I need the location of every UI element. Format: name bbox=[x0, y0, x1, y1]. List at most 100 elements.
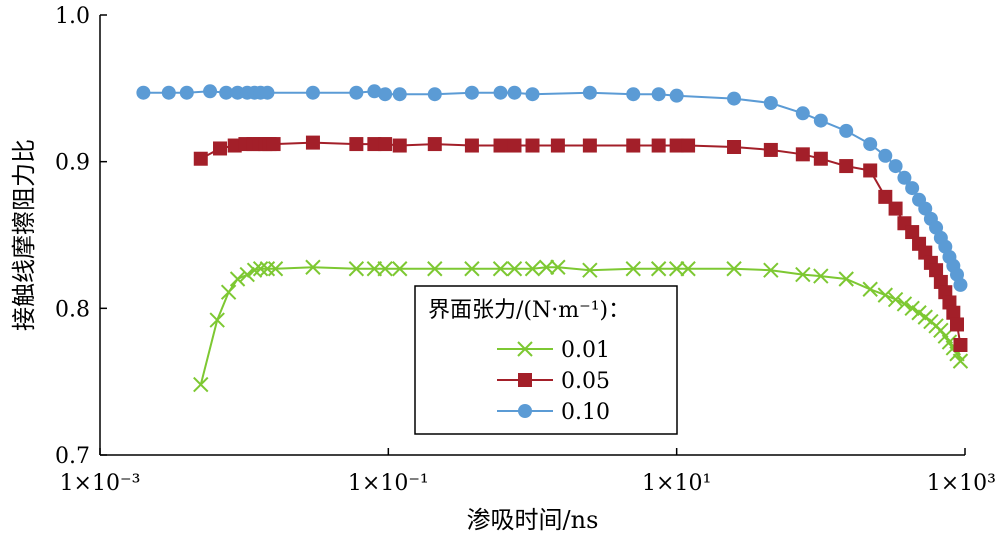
data-point bbox=[763, 142, 778, 157]
data-point bbox=[905, 181, 920, 196]
data-point bbox=[266, 137, 281, 152]
legend-label: 0.05 bbox=[561, 369, 610, 394]
data-point bbox=[795, 147, 810, 162]
data-point bbox=[179, 85, 194, 100]
data-point bbox=[888, 201, 903, 216]
data-point bbox=[213, 141, 228, 156]
data-point bbox=[839, 123, 854, 138]
data-point bbox=[464, 85, 479, 100]
data-point bbox=[239, 266, 255, 283]
data-point bbox=[193, 151, 208, 166]
data-point bbox=[887, 291, 904, 308]
data-point bbox=[668, 261, 685, 277]
data-point bbox=[227, 138, 242, 153]
data-point bbox=[550, 259, 566, 275]
data-point bbox=[813, 113, 828, 128]
data-point bbox=[377, 261, 393, 277]
data-point bbox=[260, 85, 275, 100]
data-point bbox=[863, 137, 878, 152]
data-point bbox=[219, 85, 234, 100]
data-point bbox=[813, 268, 829, 284]
data-point bbox=[949, 317, 964, 332]
data-point bbox=[367, 137, 382, 152]
legend: 界面张力/(N·m⁻¹)： 0.01 0.05 0.10 bbox=[414, 285, 678, 435]
data-point bbox=[904, 300, 920, 317]
data-point bbox=[392, 87, 407, 102]
y-axis-title: 接触线摩擦阻力比 bbox=[10, 139, 38, 331]
data-point bbox=[349, 85, 364, 100]
x-axis-title: 渗吸时间/ns bbox=[467, 506, 599, 534]
data-point bbox=[305, 135, 320, 150]
data-point bbox=[305, 85, 320, 100]
data-point bbox=[367, 84, 382, 99]
data-point bbox=[878, 189, 893, 204]
series-0.10 bbox=[136, 84, 968, 292]
data-point bbox=[507, 138, 522, 153]
legend-label: 0.01 bbox=[561, 338, 610, 363]
data-point bbox=[838, 271, 854, 287]
data-point bbox=[348, 261, 365, 277]
legend-items: 0.01 0.05 0.10 bbox=[497, 338, 610, 425]
data-point bbox=[209, 312, 225, 328]
data-point bbox=[229, 271, 246, 287]
legend-swatch-marker bbox=[517, 341, 533, 357]
data-point bbox=[582, 138, 597, 153]
data-point bbox=[813, 151, 828, 166]
legend-title: 界面张力/(N·m⁻¹)： bbox=[428, 298, 630, 323]
data-point bbox=[905, 225, 920, 240]
data-point bbox=[506, 261, 523, 277]
data-point bbox=[252, 261, 269, 277]
data-point bbox=[763, 96, 778, 110]
series-0.01 bbox=[193, 259, 969, 393]
data-point bbox=[136, 85, 151, 100]
data-point bbox=[953, 338, 968, 352]
data-point bbox=[507, 85, 522, 100]
data-point bbox=[525, 87, 540, 102]
data-point bbox=[492, 261, 509, 277]
data-point bbox=[680, 261, 696, 277]
data-point bbox=[246, 262, 263, 278]
data-point bbox=[946, 305, 961, 320]
data-point bbox=[651, 87, 666, 102]
y-tick-label: 0.8 bbox=[55, 297, 90, 322]
data-point bbox=[203, 84, 218, 99]
data-point bbox=[896, 296, 913, 312]
data-point bbox=[953, 277, 968, 292]
data-point bbox=[493, 138, 508, 153]
data-point bbox=[726, 261, 742, 277]
data-point bbox=[763, 262, 779, 278]
data-point bbox=[952, 353, 969, 369]
x-tick-label: 1×10⁻¹ bbox=[348, 471, 429, 496]
data-point bbox=[378, 137, 393, 152]
data-point bbox=[366, 261, 383, 277]
y-tick-label: 0.7 bbox=[55, 444, 90, 469]
y-tick-label: 0.9 bbox=[55, 151, 90, 176]
x-tick-label: 1×10³ bbox=[927, 471, 996, 496]
data-point bbox=[427, 261, 443, 277]
data-point bbox=[267, 261, 284, 277]
data-point bbox=[669, 88, 684, 103]
data-point bbox=[795, 266, 811, 283]
data-point bbox=[795, 106, 810, 121]
data-point bbox=[626, 87, 641, 102]
data-point bbox=[230, 85, 245, 100]
data-point bbox=[650, 261, 667, 277]
data-point bbox=[878, 148, 893, 163]
y-tick-label: 1.0 bbox=[55, 4, 90, 29]
data-point bbox=[349, 137, 364, 152]
x-tick-label: 1×10⁻³ bbox=[60, 471, 141, 496]
data-point bbox=[493, 85, 508, 100]
data-point bbox=[464, 138, 479, 153]
data-point bbox=[464, 261, 480, 277]
x-tick-label: 1×10¹ bbox=[642, 471, 711, 496]
data-point bbox=[929, 263, 944, 278]
plot-area bbox=[136, 84, 969, 393]
data-point bbox=[220, 284, 237, 300]
data-point bbox=[897, 170, 912, 185]
data-point bbox=[193, 376, 209, 393]
data-point bbox=[863, 163, 878, 178]
axes: 0.7 0.8 0.9 1.0 1×10⁻³ 1×10⁻¹ 1×10¹ 1×10³ 渗吸时间/n… bbox=[10, 4, 996, 534]
legend-box bbox=[414, 285, 678, 435]
data-point bbox=[839, 159, 854, 174]
data-point bbox=[538, 259, 555, 275]
